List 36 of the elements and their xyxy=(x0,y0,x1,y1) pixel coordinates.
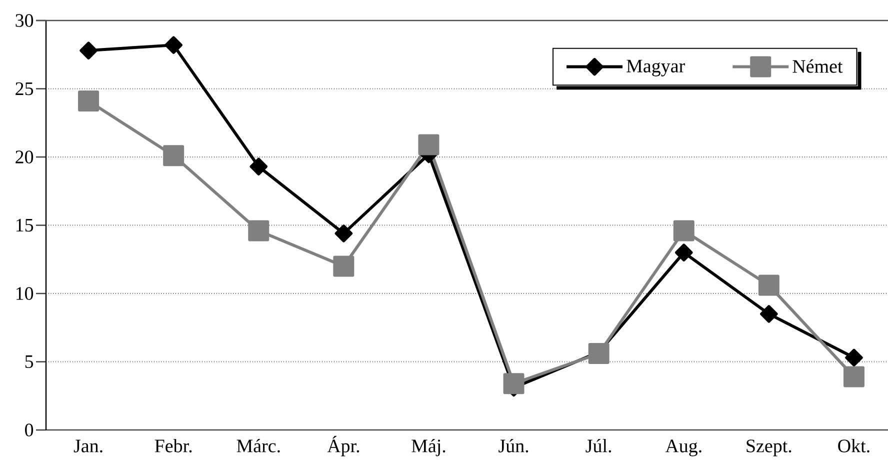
legend-label: Német xyxy=(792,59,843,73)
x-tick-label: Szept. xyxy=(746,440,792,456)
y-tick-label: 20 xyxy=(16,150,34,164)
x-tick-label: Júl. xyxy=(586,438,612,452)
point xyxy=(163,145,184,166)
point xyxy=(164,36,182,54)
point xyxy=(418,134,440,156)
point xyxy=(334,224,353,242)
y-tick-label: 0 xyxy=(25,424,34,436)
y-tick-label: 5 xyxy=(25,355,34,368)
point xyxy=(80,42,98,60)
point xyxy=(78,90,100,112)
point xyxy=(675,244,693,262)
legend-label: Magyar xyxy=(626,60,685,76)
point xyxy=(588,343,610,364)
point xyxy=(758,274,780,296)
y-tick-label: 25 xyxy=(16,82,34,96)
x-tick-label: Máj. xyxy=(412,438,446,456)
y-tick-label: 15 xyxy=(16,218,34,232)
x-tick-label: Jan. xyxy=(74,440,102,452)
x-tick-label: Jún. xyxy=(498,438,528,452)
point xyxy=(248,220,270,242)
point xyxy=(333,256,354,277)
x-tick-label: Okt. xyxy=(838,439,870,452)
point xyxy=(250,158,268,176)
point xyxy=(845,348,863,366)
point xyxy=(760,305,778,323)
x-tick-label: Márc. xyxy=(236,438,280,452)
x-tick-label: Ápr. xyxy=(327,436,360,456)
point xyxy=(673,220,694,242)
x-tick-label: Aug. xyxy=(665,440,702,456)
y-tick-label: 30 xyxy=(16,14,34,27)
x-tick-label: Febr. xyxy=(154,439,192,452)
point xyxy=(503,373,524,394)
point xyxy=(843,366,864,388)
y-tick-label: 10 xyxy=(16,287,34,300)
